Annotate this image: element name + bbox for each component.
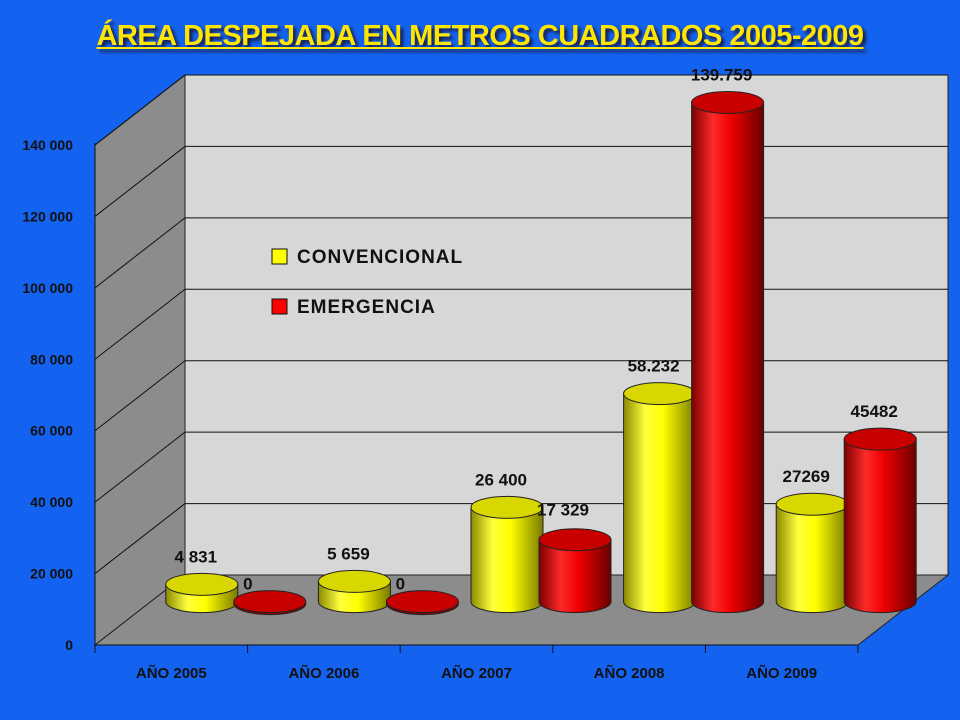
bar-top (317, 569, 391, 593)
y-tick-label: 140 000 (22, 137, 73, 153)
gridline-side (94, 360, 186, 432)
gridline-side (94, 146, 186, 217)
y-axis: 0 20 000 40 000 60 000 80 000 100 000 120 000 1… (22, 137, 96, 653)
bar-body (843, 438, 917, 614)
bar-top (843, 427, 917, 451)
data-label: 0 (396, 575, 405, 594)
bar-body (538, 539, 612, 614)
bar-convencional (317, 569, 391, 614)
bar-emergencia (385, 590, 459, 616)
bar-body (775, 503, 849, 614)
data-label: 27269 (783, 467, 830, 486)
bar-top (165, 572, 239, 596)
x-axis: AÑO 2005 AÑO 2006 AÑO 2007 AÑO 2008 AÑO 2009 (94, 644, 859, 682)
gridline-side (94, 217, 186, 289)
side-wall (94, 73, 186, 647)
gridline-side (94, 74, 186, 146)
y-tick-label: 60 000 (30, 423, 73, 439)
legend-label: CONVENCIONAL (297, 247, 463, 268)
chart-title: ÁREA DESPEJADA EN METROS CUADRADOS 2005-… (96, 20, 864, 52)
y-tick-label: 120 000 (22, 208, 73, 224)
bar-emergencia (233, 590, 307, 616)
data-label: 5 659 (327, 544, 370, 563)
legend-swatch (271, 248, 288, 265)
gridline-side (94, 503, 186, 574)
y-tick-label: 40 000 (30, 494, 73, 510)
bar-body (691, 101, 765, 614)
legend-item-convencional: CONVENCIONAL (271, 247, 463, 268)
bar-convencional (165, 572, 239, 614)
bar-top (623, 382, 697, 406)
gridline-side (94, 288, 186, 360)
data-label: 139.759 (691, 65, 752, 84)
bars (165, 90, 917, 616)
x-category-label: AÑO 2007 (441, 664, 512, 682)
bar-emergencia (538, 528, 612, 614)
legend-item-emergencia: EMERGENCIA (271, 297, 436, 318)
bar-emergencia (843, 427, 917, 614)
data-label: 17 329 (537, 501, 589, 520)
bar-top (691, 90, 765, 114)
data-label: 26 400 (475, 470, 527, 489)
bar-top (538, 528, 612, 552)
x-category-label: AÑO 2005 (136, 664, 207, 682)
x-category-label: AÑO 2006 (288, 664, 359, 682)
y-tick-label: 80 000 (30, 351, 73, 367)
bar-body (470, 506, 544, 614)
x-category-label: AÑO 2008 (594, 664, 665, 682)
bar-top (775, 492, 849, 516)
bar-top (385, 590, 459, 614)
data-label: 0 (243, 575, 252, 594)
data-label: 45482 (851, 402, 898, 421)
bar-convencional (623, 382, 697, 614)
bar-top (470, 495, 544, 519)
legend-label: EMERGENCIA (297, 297, 436, 318)
legend: CONVENCIONAL EMERGENCIA (271, 247, 463, 318)
bar-convencional (470, 495, 544, 614)
bar-convencional (775, 492, 849, 614)
data-label: 58.232 (628, 357, 680, 376)
y-tick-label: 100 000 (22, 280, 73, 296)
bar-body (623, 393, 697, 614)
data-labels: 4 831 0 5 659 0 26 400 17 329 58.232 139.759 272… (175, 65, 898, 593)
y-tick-label: 0 (65, 637, 73, 653)
data-label: 4 831 (175, 547, 218, 566)
bar-top (233, 590, 307, 614)
bar-emergencia (691, 90, 765, 614)
gridline-side (94, 431, 186, 503)
x-category-label: AÑO 2009 (746, 664, 817, 682)
legend-swatch (271, 298, 288, 315)
y-tick-label: 20 000 (30, 566, 73, 582)
